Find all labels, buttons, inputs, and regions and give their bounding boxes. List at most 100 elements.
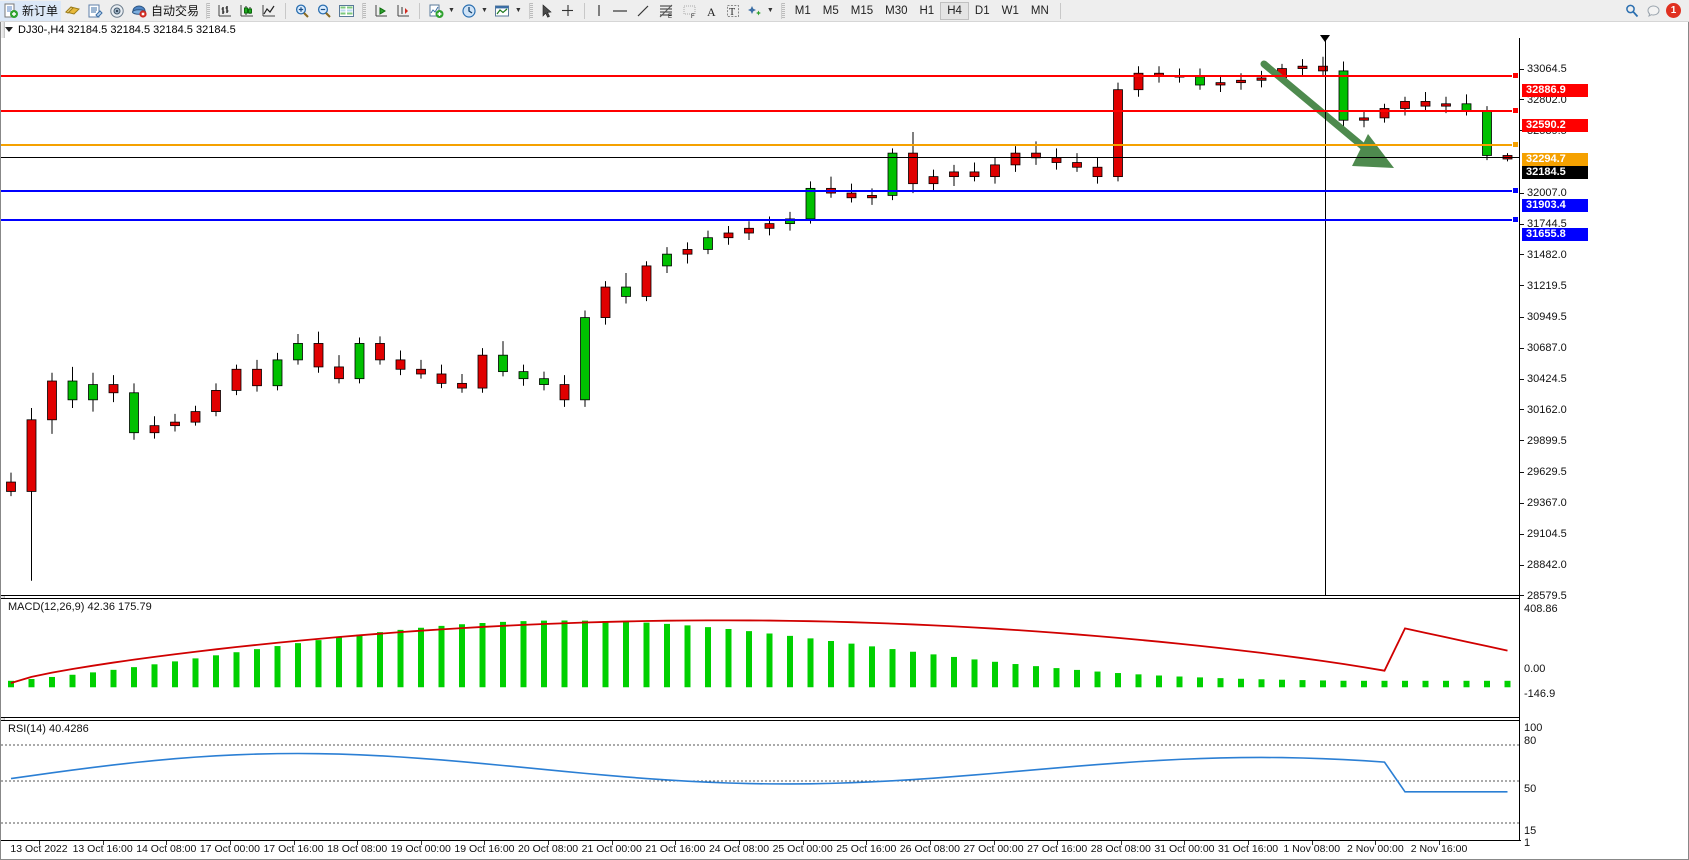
objects-button[interactable]: ▼ — [744, 1, 777, 21]
period-button[interactable]: ▼ — [458, 1, 491, 21]
auto-trading-button[interactable]: 自动交易 — [128, 1, 202, 21]
trendline-button[interactable] — [632, 1, 654, 21]
search-button[interactable] — [1621, 1, 1643, 21]
auto-scroll-button[interactable] — [392, 1, 414, 21]
channel-icon: F — [683, 5, 696, 19]
horizontal-line-button[interactable] — [608, 1, 632, 21]
navigator-button[interactable] — [106, 1, 128, 21]
new-order-button[interactable]: 新订单 — [0, 0, 62, 21]
price-label-entry[interactable]: 32294.7 — [1522, 153, 1588, 167]
time-label: 27 Oct 00:00 — [963, 843, 1024, 855]
price-level-line-resistance[interactable] — [1, 109, 1521, 112]
fibonacci-button[interactable]: E — [654, 1, 678, 21]
price-level-line-resistance[interactable] — [1, 74, 1521, 77]
time-axis[interactable]: 13 Oct 2022 13 Oct 16:00 14 Oct 08:00 17 Oc… — [1, 840, 1521, 859]
bar-chart-button[interactable] — [214, 1, 236, 21]
price-tick: 30687.0 — [1520, 342, 1567, 354]
zoom-out-icon — [317, 3, 331, 18]
crosshair-button[interactable] — [557, 1, 579, 21]
time-tick — [1375, 841, 1377, 845]
macd-tick-min: -146.9 — [1524, 688, 1556, 700]
toolbar-separator — [780, 2, 785, 19]
rsi-label: RSI(14) 40.4286 — [6, 723, 91, 735]
rsi-pane[interactable]: RSI(14) 40.4286 — [1, 720, 1521, 842]
macd-label: MACD(12,26,9) 42.36 175.79 — [6, 601, 154, 613]
price-tick: 29899.5 — [1520, 435, 1567, 447]
timeframe-m1[interactable]: M1 — [794, 4, 811, 17]
zoom-out-button[interactable] — [313, 1, 335, 21]
trendline-icon — [637, 5, 649, 16]
candle-chart-button[interactable] — [236, 1, 258, 21]
profile-button[interactable] — [61, 1, 84, 21]
market-watch-icon — [88, 4, 103, 18]
macd-tick-zero: 0.00 — [1524, 663, 1546, 675]
price-level-line-current[interactable] — [1, 157, 1521, 159]
objects-icon — [747, 5, 761, 15]
timeframe-mn[interactable]: MN — [1030, 4, 1049, 17]
price-level-line-entry[interactable] — [1, 144, 1521, 147]
time-tick — [357, 841, 359, 845]
price-axis[interactable]: 33064.532802.032539.532007.031744.531482… — [1519, 38, 1688, 849]
svg-text:T: T — [729, 7, 735, 18]
chevron-down-icon[interactable]: ▼ — [448, 7, 455, 14]
price-level-handle[interactable] — [1512, 216, 1519, 224]
svg-text:E: E — [668, 14, 672, 19]
timeframe-d1[interactable]: D1 — [974, 4, 990, 17]
symbol-ohlc-text: DJ30-,H4 32184.5 32184.5 32184.5 32184.5 — [18, 23, 236, 36]
zoom-in-button[interactable] — [291, 1, 313, 21]
auto-trading-icon — [132, 4, 147, 18]
toolbar-separator — [285, 2, 287, 19]
chevron-down-icon[interactable]: ▼ — [514, 7, 522, 14]
templates-button[interactable]: ▼ — [491, 1, 525, 21]
price-label-support[interactable]: 31903.4 — [1522, 199, 1588, 213]
price-label-resistance[interactable]: 32886.9 — [1522, 83, 1588, 97]
time-label: 2 Nov 16:00 — [1410, 843, 1468, 855]
cursor-marker-icon — [1320, 35, 1330, 42]
indicators-button[interactable]: ▼ — [425, 1, 458, 21]
price-label-resistance[interactable]: 32590.2 — [1522, 118, 1588, 132]
time-label: 25 Oct 16:00 — [836, 843, 897, 855]
price-label-support[interactable]: 31655.8 — [1522, 228, 1588, 242]
data-window-button[interactable] — [335, 1, 358, 21]
price-level-handle[interactable] — [1512, 141, 1519, 149]
price-label-current[interactable]: 32184.5 — [1522, 166, 1588, 180]
timeframe-m5[interactable]: M5 — [822, 4, 839, 17]
line-chart-button[interactable] — [258, 1, 280, 21]
time-tick — [229, 841, 231, 845]
timeframe-h1[interactable]: H1 — [919, 4, 935, 17]
price-level-handle[interactable] — [1512, 106, 1519, 114]
time-tick — [166, 841, 168, 845]
price-level-line-support[interactable] — [1, 219, 1521, 222]
chevron-down-icon[interactable]: ▼ — [480, 7, 488, 14]
cursor-icon — [542, 3, 552, 18]
text-box-button[interactable]: T — [722, 1, 744, 21]
down-arrow-annotation[interactable] — [1256, 56, 1401, 186]
channel-button[interactable]: F — [678, 1, 702, 21]
chart-area[interactable]: DJ30-,H4 32184.5 32184.5 32184.5 32184.5… — [0, 22, 1689, 860]
macd-pane[interactable]: MACD(12,26,9) 42.36 175.79 — [1, 598, 1521, 718]
timeframe-h4[interactable]: H4 — [940, 1, 969, 20]
price-level-handle[interactable] — [1512, 71, 1519, 79]
alerts-button[interactable]: 1 — [1643, 1, 1689, 21]
chevron-down-icon[interactable] — [5, 27, 13, 32]
price-pane[interactable] — [1, 35, 1521, 596]
chevron-down-icon[interactable]: ▼ — [766, 7, 774, 14]
timeframe-m15[interactable]: M15 — [850, 4, 874, 17]
time-label: 17 Oct 00:00 — [199, 843, 260, 855]
timeframe-w1[interactable]: W1 — [1001, 4, 1019, 17]
cursor-button[interactable] — [537, 1, 557, 21]
price-level-line-support[interactable] — [1, 190, 1521, 193]
time-label: 2 Nov 00:00 — [1347, 843, 1404, 855]
text-label-button[interactable]: A — [702, 1, 722, 21]
chart-shift-button[interactable] — [370, 1, 392, 21]
time-tick — [802, 841, 804, 845]
market-watch-button[interactable] — [84, 1, 106, 21]
timeframe-m30[interactable]: M30 — [885, 4, 908, 17]
profile-icon — [65, 5, 80, 15]
rsi-tick-15: 15 — [1524, 825, 1537, 837]
price-level-handle[interactable] — [1512, 187, 1519, 195]
auto-scroll-icon — [397, 4, 410, 16]
vertical-line-button[interactable] — [590, 1, 608, 21]
time-tick — [1248, 841, 1250, 845]
time-label: 19 Oct 16:00 — [454, 843, 515, 855]
